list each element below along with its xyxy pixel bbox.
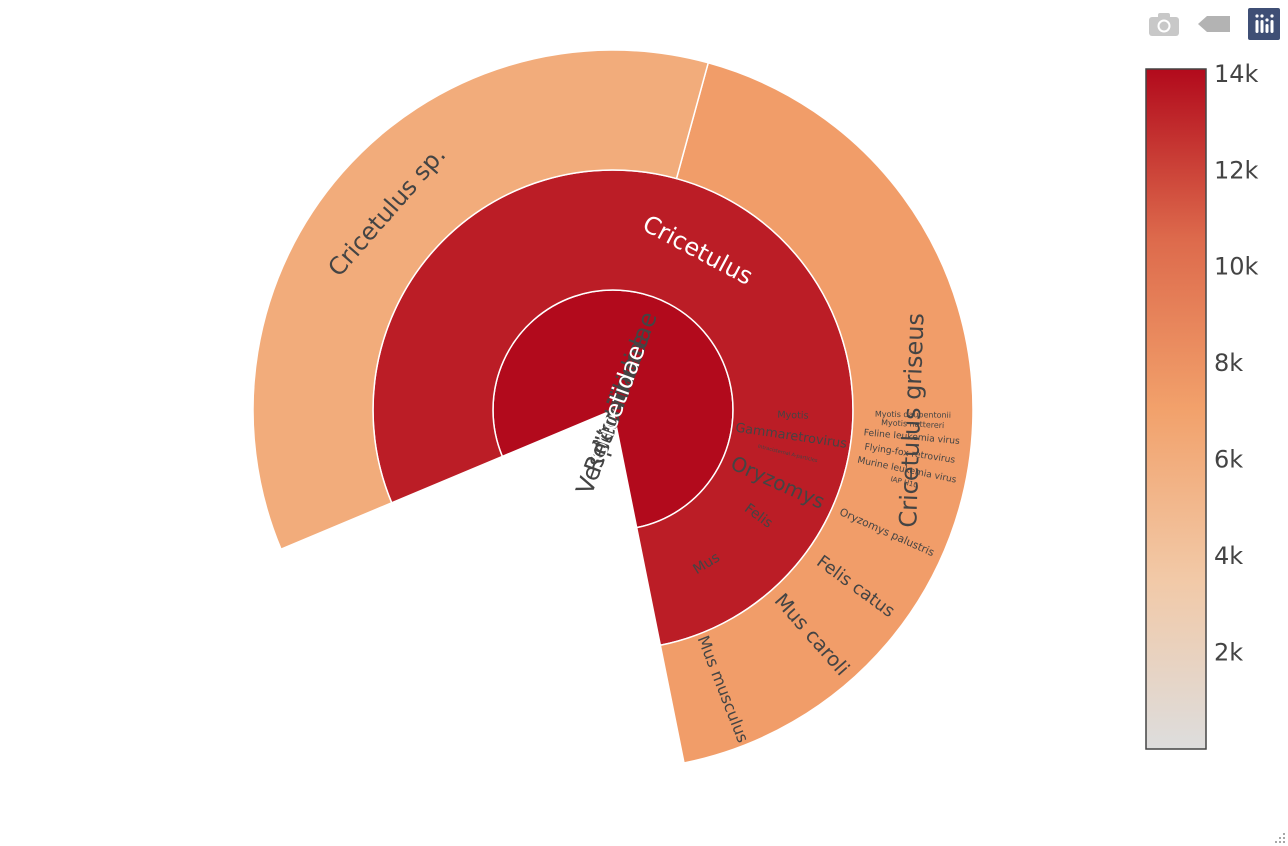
colorbar: [1145, 68, 1207, 750]
colorbar-tick-label: 6k: [1214, 446, 1243, 474]
colorbar-tick-label: 2k: [1214, 639, 1243, 667]
colorbar-tick-label: 14k: [1214, 60, 1259, 88]
camera-icon[interactable]: [1146, 6, 1182, 42]
sector-label-myotis: Myotis: [777, 410, 809, 422]
colorbar-tick-label: 8k: [1214, 349, 1243, 377]
sector-label-myotis-nattereri: Myotis nattereri: [881, 418, 945, 430]
colorbar-tick-label: 4k: [1214, 542, 1243, 570]
resize-handle-icon[interactable]: [1270, 828, 1286, 844]
arrow-back-icon[interactable]: [1196, 6, 1232, 42]
modebar: [1146, 6, 1282, 42]
sector-cricetulus-griseus[interactable]: [659, 61, 974, 764]
sector-label-myotis-daubentonii: Myotis daubentonii: [875, 410, 951, 420]
sector-cricetulus-sp[interactable]: [252, 49, 710, 551]
colorbar-tick-label: 12k: [1214, 156, 1259, 184]
colorbar-tick-label: 10k: [1214, 253, 1259, 281]
plotly-logo-icon[interactable]: [1246, 6, 1282, 42]
